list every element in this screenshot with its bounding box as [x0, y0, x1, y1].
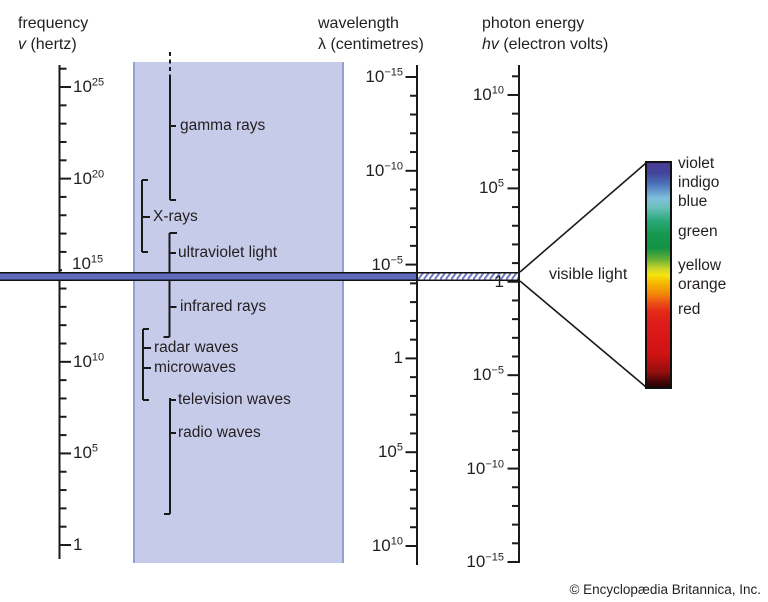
frequency-unit: (hertz) — [26, 35, 77, 53]
wavelength-axis-title-line2: λ (centimetres) — [318, 35, 424, 56]
frequency-axis — [58, 65, 71, 559]
photon-energy-axis-title-line2: hv (electron volts) — [482, 35, 608, 56]
wavelength-axis-title-line1: wavelength — [318, 15, 399, 32]
photon-energy-axis-title-line1: photon energy — [482, 15, 585, 32]
wavelength-axis-title: wavelength λ (centimetres) — [318, 14, 424, 55]
uv-infrared-line-marker — [163, 232, 177, 338]
frequency-axis-title-line2: v (hertz) — [18, 35, 88, 56]
wavelength-unit: λ (centimetres) — [318, 35, 424, 53]
visible-light-label: visible light — [549, 266, 628, 283]
fan-line-top — [519, 162, 647, 273]
wavelength-axis — [405, 65, 418, 565]
radar-microwave-bracket-marker — [142, 328, 151, 401]
photon-energy-axis-title: photon energy hv (electron volts) — [482, 14, 608, 55]
frequency-symbol: v — [18, 35, 26, 53]
photon-energy-axis — [507, 65, 520, 563]
radiation-band — [133, 62, 344, 563]
photon-energy-unit: (electron volts) — [498, 35, 609, 53]
frequency-axis-title: frequency v (hertz) — [18, 14, 88, 55]
frequency-axis-title-line1: frequency — [18, 15, 89, 32]
gamma-ray-line-marker — [169, 52, 176, 201]
visible-light-bar — [0, 272, 519, 281]
x-ray-bracket-marker — [141, 179, 150, 253]
photon-energy-symbol: hv — [482, 35, 499, 53]
tv-radio-line-marker — [164, 398, 176, 515]
visible-spectrum-color-bar — [645, 161, 672, 389]
copyright-notice: © Encyclopædia Britannica, Inc. — [569, 582, 761, 597]
fan-line-bottom — [519, 280, 647, 388]
